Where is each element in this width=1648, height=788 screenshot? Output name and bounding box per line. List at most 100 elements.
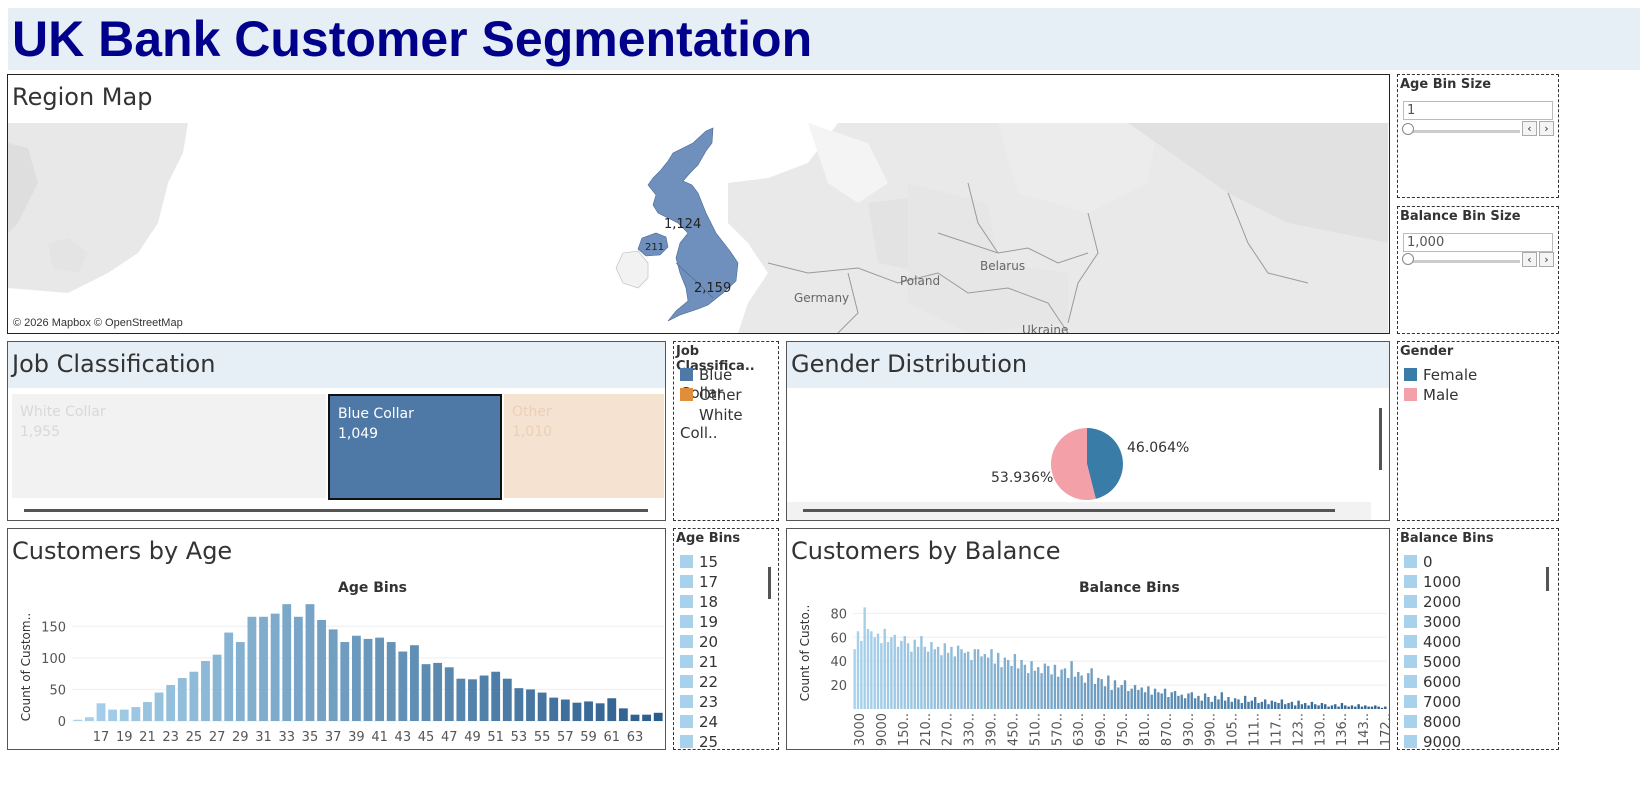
balance-bar <box>1367 706 1370 709</box>
treemap-cell-blue-collar[interactable]: Blue Collar 1,049 <box>328 394 502 500</box>
age-legend-item[interactable]: 21 <box>680 653 718 671</box>
balance-bins-legend: Balance Bins 0 1000 2000 3000 4000 5000 6000 70… <box>1397 528 1559 750</box>
balance-bin-size-slider-track[interactable] <box>1408 260 1520 263</box>
balance-legend-item[interactable]: 2000 <box>1404 593 1461 611</box>
age-legend-item[interactable]: 23 <box>680 693 718 711</box>
treemap-label-white-collar: White Collar <box>20 404 106 420</box>
balance-bar <box>1314 704 1317 709</box>
treemap-cell-white-collar[interactable]: White Collar 1,955 <box>12 394 326 498</box>
age-bin-size-slider-track[interactable] <box>1408 130 1520 133</box>
balance-bar <box>1273 701 1277 709</box>
age-legend-item[interactable]: 24 <box>680 713 718 731</box>
balance-bar <box>1167 697 1170 709</box>
balance-bar <box>1003 657 1007 709</box>
age-bar <box>607 698 617 721</box>
balance-bin-size-control: Balance Bin Size 1,000 ‹ › <box>1397 206 1559 334</box>
balance-bar <box>1247 701 1250 709</box>
gender-legend-item-male[interactable]: Male <box>1404 386 1459 404</box>
gender-vertical-scrollbar[interactable] <box>1379 408 1382 470</box>
balance-x-tick-label: 111.. <box>1248 713 1263 746</box>
age-legend-scrollbar[interactable] <box>768 567 771 599</box>
age-x-tick-label: 57 <box>557 730 574 745</box>
age-bar <box>653 712 663 721</box>
balance-legend-item[interactable]: 1000 <box>1404 573 1461 591</box>
age-histogram[interactable]: 0 50 100 150 17 19 21 23 25 27 29 31 33 35 37 39 41 43 45 4… <box>8 595 666 750</box>
balance-bar <box>1230 701 1234 709</box>
balance-bar <box>906 643 910 709</box>
balance-bar <box>1284 704 1287 709</box>
customers-by-balance-panel: Customers by Balance Balance Bins 20 40 60… <box>786 528 1390 750</box>
gender-horizontal-scrollbar[interactable] <box>803 509 1335 512</box>
balance-bar <box>1307 705 1310 709</box>
balance-legend-item[interactable]: 6000 <box>1404 673 1461 691</box>
age-bin-size-increment-button[interactable]: › <box>1539 121 1554 136</box>
age-x-tick-label: 25 <box>186 730 203 745</box>
balance-legend-swatch <box>1404 575 1417 588</box>
balance-bin-size-input[interactable]: 1,000 <box>1403 233 1553 252</box>
age-bar <box>328 629 338 721</box>
treemap-cell-other[interactable]: Other 1,010 <box>504 394 664 498</box>
balance-legend-scrollbar[interactable] <box>1546 567 1549 591</box>
balance-bar <box>1197 695 1200 709</box>
balance-bar <box>1113 680 1117 709</box>
gender-legend-item-female[interactable]: Female <box>1404 366 1477 384</box>
balance-legend-label: 2000 <box>1423 593 1462 611</box>
age-bar <box>282 604 292 721</box>
balance-bar <box>1297 700 1300 709</box>
balance-bar <box>1047 665 1050 709</box>
balance-bar <box>1143 692 1147 709</box>
age-legend-label: 17 <box>699 573 719 591</box>
balance-legend-swatch <box>1404 735 1417 748</box>
age-x-tick-label: 59 <box>580 730 597 745</box>
balance-legend-item[interactable]: 4000 <box>1404 633 1461 651</box>
balance-bar <box>1043 663 1047 709</box>
balance-legend-label: 6000 <box>1423 673 1462 691</box>
balance-bar <box>1210 701 1213 709</box>
balance-y-tick-label: 20 <box>830 679 847 694</box>
balance-legend-item[interactable]: 0 <box>1404 553 1433 571</box>
job-classification-scrollbar[interactable] <box>24 509 648 512</box>
balance-bar <box>1123 680 1127 709</box>
balance-histogram[interactable]: 20 40 60 80 3000 9000 150.. 210.. 270.. 330.. 390.… <box>787 595 1390 750</box>
balance-bin-size-increment-button[interactable]: › <box>1539 252 1554 267</box>
age-bin-size-decrement-button[interactable]: ‹ <box>1522 121 1537 136</box>
balance-bar <box>1077 671 1080 709</box>
balance-legend-item[interactable]: 7000 <box>1404 693 1461 711</box>
balance-legend-item[interactable]: 9000 <box>1404 733 1461 749</box>
map-attribution[interactable]: © 2026 Mapbox © OpenStreetMap <box>13 317 183 329</box>
balance-bar <box>1147 686 1150 709</box>
balance-bar <box>933 649 936 709</box>
balance-bar <box>930 642 933 709</box>
balance-bar <box>1354 706 1357 709</box>
balance-bar <box>943 643 946 709</box>
age-legend-item[interactable]: 25 <box>680 733 718 749</box>
age-legend-label: 23 <box>699 693 719 711</box>
job-legend-item-white-collar[interactable]: White Coll.. <box>680 406 743 442</box>
age-legend-item[interactable]: 20 <box>680 633 718 651</box>
balance-bar <box>973 649 977 709</box>
age-bar <box>212 654 222 721</box>
balance-bin-size-slider-thumb[interactable] <box>1402 253 1414 265</box>
age-legend-item[interactable]: 19 <box>680 613 718 631</box>
age-legend-item[interactable]: 22 <box>680 673 718 691</box>
age-bin-size-input[interactable]: 1 <box>1403 101 1553 120</box>
region-map[interactable] <box>8 123 1388 333</box>
age-legend-item[interactable]: 18 <box>680 593 718 611</box>
gender-distribution-panel: Gender Distribution 46.064% 53.936% <box>786 341 1390 521</box>
age-y-tick-label: 0 <box>58 715 66 730</box>
age-bar <box>572 702 582 721</box>
balance-bin-size-decrement-button[interactable]: ‹ <box>1522 252 1537 267</box>
treemap-label-other: Other <box>512 404 552 420</box>
balance-legend-item[interactable]: 8000 <box>1404 713 1461 731</box>
age-bin-size-title: Age Bin Size <box>1400 77 1492 92</box>
age-x-tick-label: 23 <box>162 730 179 745</box>
balance-legend-item[interactable]: 3000 <box>1404 613 1461 631</box>
age-legend-item[interactable]: 15 <box>680 553 718 571</box>
balance-legend-item[interactable]: 5000 <box>1404 653 1461 671</box>
job-legend-item-other[interactable]: Other <box>680 386 742 404</box>
age-legend-item[interactable]: 17 <box>680 573 718 591</box>
age-bar <box>549 697 559 721</box>
gender-pie-chart[interactable] <box>1047 424 1127 504</box>
age-bin-size-slider-thumb[interactable] <box>1402 123 1414 135</box>
age-bar <box>340 642 350 721</box>
